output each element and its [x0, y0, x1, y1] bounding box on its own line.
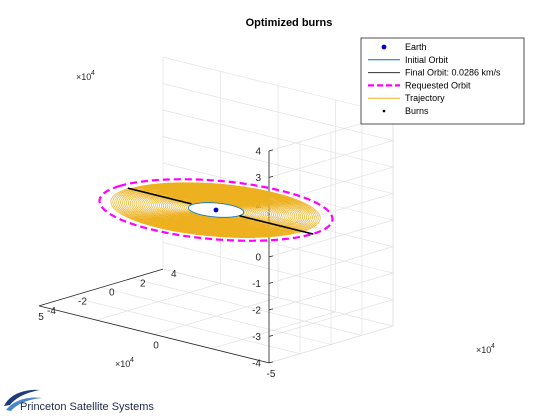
legend-label: Requested Orbit — [405, 80, 471, 90]
z-tick-label: 4 — [255, 146, 261, 157]
legend-item: Earth — [381, 42, 427, 52]
side-wall-grid-line — [268, 219, 394, 258]
company-logo: Princeton Satellite Systems — [4, 389, 154, 413]
z-tick-label: -1 — [252, 279, 261, 290]
side-wall-grid-line — [268, 299, 394, 337]
legend-item: Requested Orbit — [368, 80, 471, 90]
legend-label: Final Orbit: 0.0286 km/s — [405, 68, 501, 78]
side-wall-grid-line — [268, 325, 394, 364]
floor-grid-line — [100, 287, 332, 345]
legend-label: Initial Orbit — [405, 55, 449, 65]
burn-point — [127, 187, 130, 190]
floor-grid-line — [69, 296, 301, 354]
y-tick-label: -4 — [47, 306, 56, 317]
earth-marker — [213, 207, 219, 213]
burn-point — [239, 215, 242, 217]
z-tick-label: -3 — [252, 332, 261, 343]
side-wall-grid-line — [268, 140, 394, 178]
back-wall-grid-line — [162, 268, 394, 327]
legend-item: Trajectory — [368, 93, 445, 103]
side-wall-grid-line — [268, 272, 394, 311]
x-tick-label: 5 — [38, 312, 44, 323]
legend-marker — [382, 109, 386, 113]
legend-label: Earth — [405, 42, 427, 52]
z-axis-multiplier-power: 4 — [91, 70, 95, 77]
legend-item: Burns — [382, 106, 429, 116]
y-tick-label: 0 — [109, 288, 115, 299]
back-wall-grid-line — [162, 242, 394, 300]
requested-orbit — [98, 178, 334, 242]
z-axis-multiplier-base: ×10 — [76, 72, 91, 82]
legend-marker — [381, 44, 387, 50]
x-axis-multiplier: ×10 4 — [115, 357, 134, 369]
z-tick-mark — [268, 308, 274, 311]
z-tick-mark — [268, 361, 274, 364]
z-tick-label: 0 — [255, 252, 261, 263]
legend-label: Burns — [405, 106, 429, 116]
y-tick-label: -2 — [78, 297, 87, 308]
back-wall-grid-line — [162, 83, 394, 141]
y-tick-label: 2 — [140, 278, 146, 289]
plot-data — [98, 178, 334, 242]
z-tick-label: 3 — [255, 173, 261, 184]
z-tick-label: -4 — [252, 358, 261, 369]
y-axis-multiplier: ×10 4 — [476, 343, 495, 355]
side-wall-grid-line — [268, 246, 394, 284]
swoosh-logo-icon — [4, 389, 42, 411]
y-axis-multiplier-base: ×10 — [476, 345, 491, 355]
y-axis-multiplier-power: 4 — [491, 343, 495, 350]
chart-title: Optimized burns — [246, 17, 333, 29]
legend-item: Initial Orbit — [368, 55, 449, 65]
y-tick-label: 4 — [171, 269, 177, 280]
x-tick-label: -5 — [267, 369, 276, 380]
x-axis-multiplier-base: ×10 — [115, 359, 130, 369]
z-tick-mark — [268, 335, 274, 337]
x-axis-line — [38, 305, 270, 364]
legend-item: Final Orbit: 0.0286 km/s — [368, 68, 501, 78]
back-wall-grid-line — [162, 136, 394, 194]
back-wall-grid-line — [162, 56, 394, 115]
legend-box — [360, 37, 525, 125]
legend-label: Trajectory — [405, 93, 445, 103]
back-wall-grid-line — [162, 162, 394, 221]
z-tick-mark — [268, 149, 274, 152]
company-name: Princeton Satellite Systems — [20, 401, 154, 413]
x-axis-multiplier-power: 4 — [130, 357, 134, 364]
back-wall-grid-line — [162, 109, 394, 168]
z-tick-mark — [268, 255, 274, 258]
legend: Earth Initial Orbit Final Orbit: 0.0286 km… — [360, 37, 525, 125]
z-tick-mark — [268, 282, 274, 284]
z-tick-mark — [268, 176, 274, 178]
x-tick-label: 0 — [153, 340, 159, 351]
z-axis-multiplier: ×10 4 — [76, 70, 95, 82]
floor-grid-line — [131, 278, 363, 336]
y-axis-line — [38, 268, 164, 307]
z-tick-label: -2 — [252, 305, 261, 316]
